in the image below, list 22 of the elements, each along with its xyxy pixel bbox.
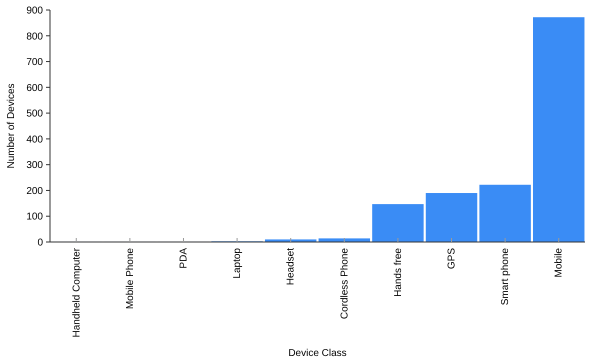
y-tick-label: 900 [26,6,44,16]
y-tick-label: 500 [26,108,44,120]
x-tick-label: Smart phone [500,248,512,306]
x-tick-label: Mobile [554,248,565,278]
y-tick-label: 0 [37,238,44,248]
x-tick-label: Headset [286,248,297,286]
y-tick-label: 400 [26,134,44,146]
y-axis-title: Number of Devices [6,83,17,169]
x-axis-title: Device Class [288,348,347,359]
y-tick-label: 300 [26,160,44,172]
y-tick-label: 200 [26,186,44,197]
y-tick-label: 800 [26,31,44,42]
x-tick-label: Laptop [232,248,244,279]
x-tick-label: Mobile Phone [124,248,136,310]
y-tick-label: 600 [26,82,44,94]
x-tick-label: Handheld Computer [71,247,82,338]
x-tick-label: PDA [178,248,190,269]
y-tick-label: 100 [26,212,44,223]
x-tick-label: Cordless Phone [339,248,350,320]
x-tick-label: Hands free [392,248,404,297]
x-tick-label: GPS [446,248,458,270]
y-tick-label: 700 [26,57,44,68]
